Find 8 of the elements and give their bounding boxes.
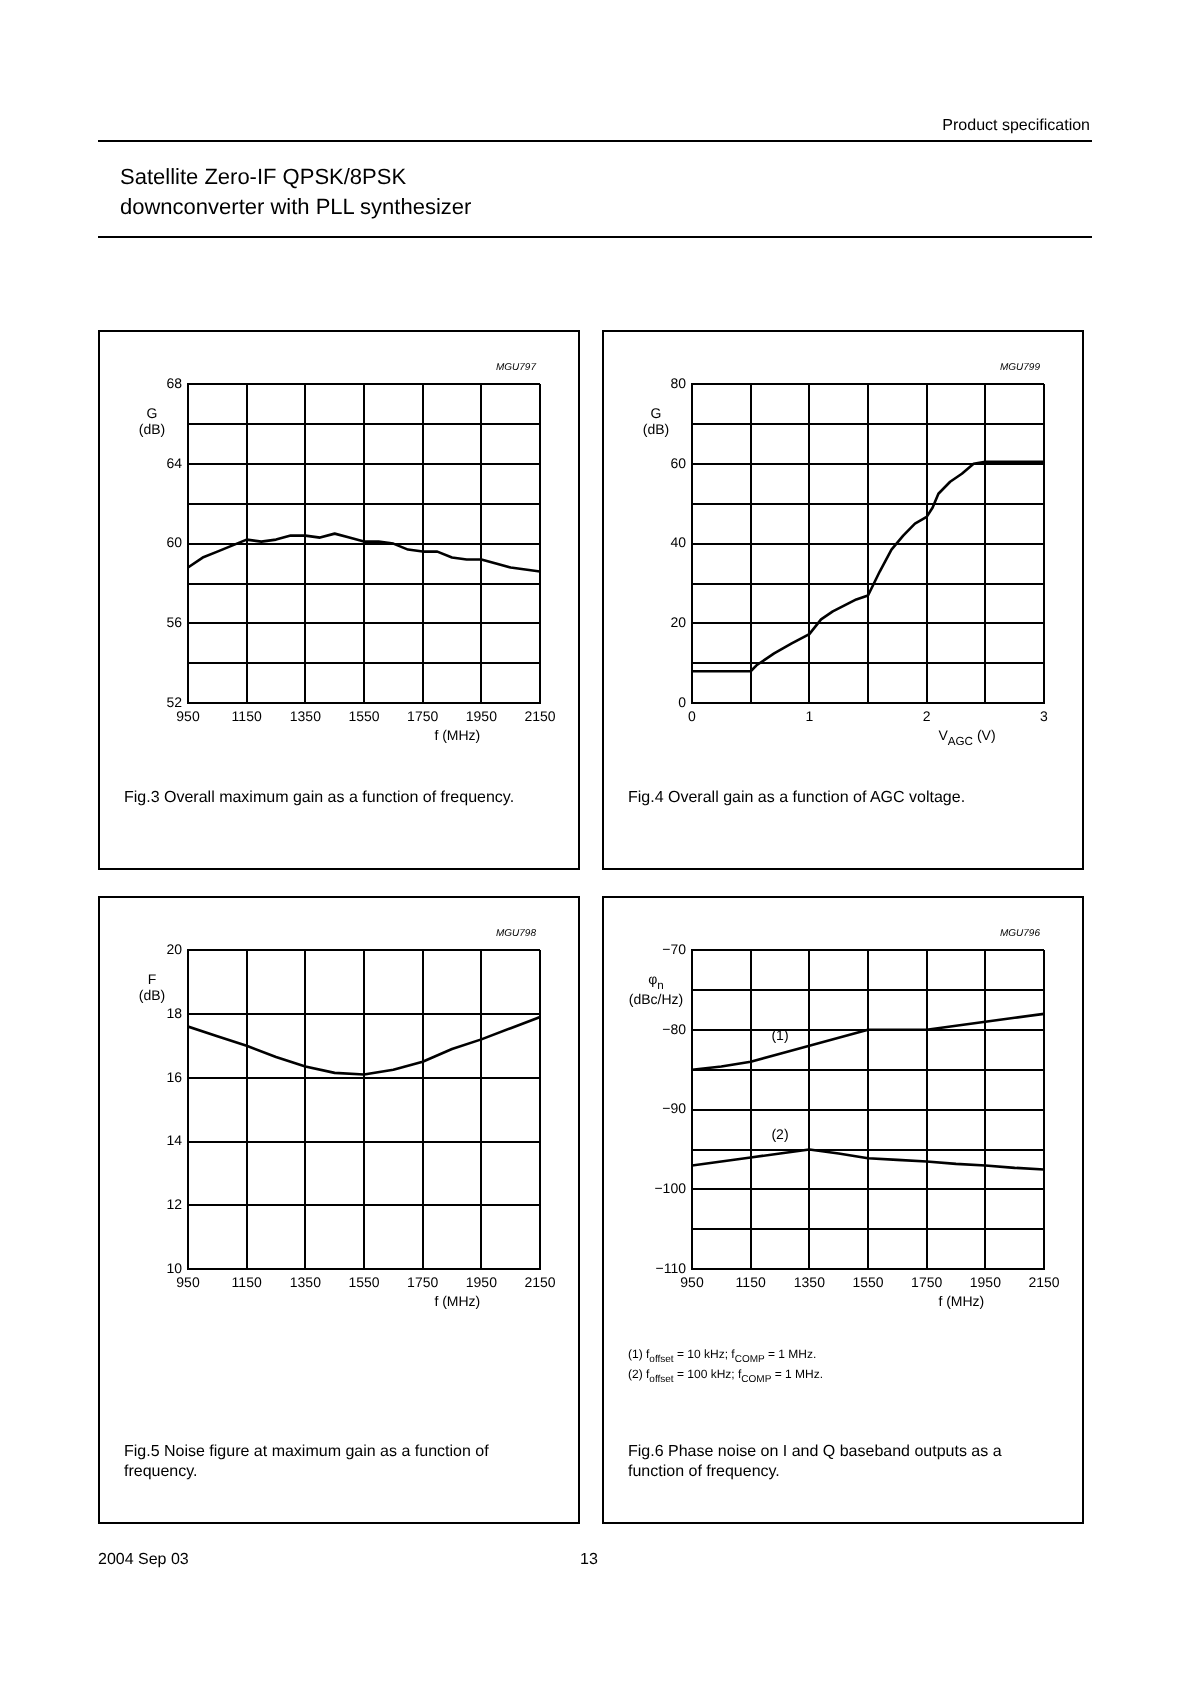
text: Fig.4 Overall gain as a function of AGC voltage. (628, 788, 968, 809)
text: 2004 Sep 03 (98, 1550, 189, 1569)
text: Product specification (942, 116, 1090, 135)
text: Fig.6 Phase noise on I and Q baseband outputs as a function of frequency. (628, 1442, 1004, 1484)
text: Satellite Zero-IF QPSK/8PSK downconverter with PLL synthesizer (120, 164, 472, 224)
text: Fig.3 Overall maximum gain as a function of frequency. (124, 788, 517, 809)
text: 13 (580, 1550, 598, 1569)
text: Fig.5 Noise figure at maximum gain as a function of frequency. (124, 1442, 491, 1484)
